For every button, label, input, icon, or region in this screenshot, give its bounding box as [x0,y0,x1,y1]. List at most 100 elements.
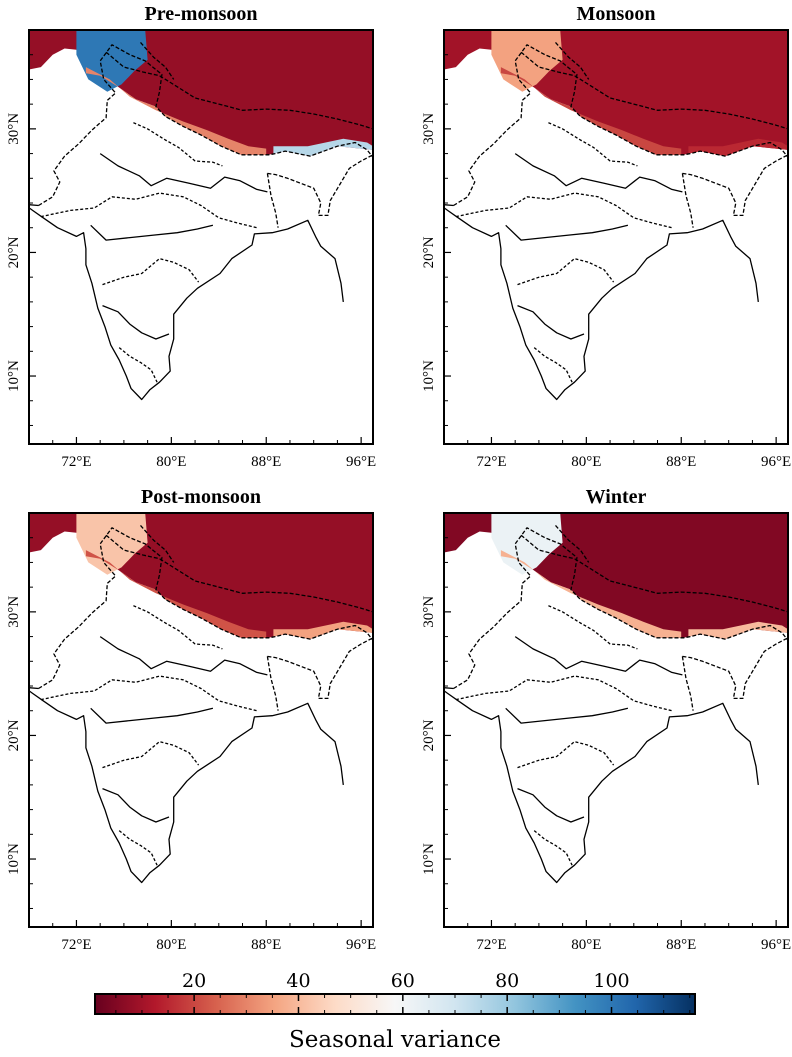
y-tick-label: 10°N [6,360,22,392]
x-tick-label: 72°E [476,454,506,470]
map-boundary-line [133,122,223,167]
x-tick-label: 80°E [571,454,601,470]
map-boundary-line [682,154,788,217]
heat-region-eastern-himalaya [688,621,788,640]
map-boundary-line [517,304,585,340]
panel-title: Post-monsoon [141,486,261,508]
plot-frame [28,29,374,445]
map-boundary-line [514,153,683,193]
map-boundary-line [267,154,373,217]
x-tick-label: 96°E [346,937,376,953]
map-boundary-line [29,204,344,401]
heatmap-layer [444,30,788,157]
x-tick-label: 80°E [571,937,601,953]
map-boundary-line [140,41,175,80]
map-outline [29,524,373,884]
map-boundary-line [548,122,638,167]
map-boundary-line [102,304,170,340]
map-boundary-line [99,636,268,676]
y-tick-label: 20°N [421,719,437,751]
map-boundary-line [102,740,200,769]
panel-post-monsoon: Post-monsoon 72°E 80°E 88°E 96°E 10°N 20°N 30°… [6,486,376,953]
plot-frame [443,512,789,928]
y-tick-label: 30°N [6,113,22,145]
heat-region-karakoram-kashmir [491,30,563,92]
panel-monsoon: Monsoon 72°E 80°E 88°E 96°E 10°N 20°N 30°N [421,3,791,470]
map-boundary-line [105,534,373,613]
map-boundary-line [133,605,223,650]
axes: 72°E 80°E 88°E 96°E 10°N 20°N 30°N [6,512,376,953]
map-boundary-line [38,44,373,207]
x-tick-label: 96°E [761,937,791,953]
plot-frame [443,29,789,445]
y-tick-label: 20°N [6,236,22,268]
x-tick-label: 88°E [251,937,281,953]
heat-region-eastern-himalaya [273,621,373,640]
map-boundary-line [90,707,214,724]
map-boundary-line [533,830,573,866]
map-boundary-line [444,687,759,884]
map-boundary-line [140,524,175,563]
y-tick-label: 20°N [421,236,437,268]
axes: 72°E 80°E 88°E 96°E 10°N 20°N 30°N [421,29,791,470]
map-boundary-line [102,257,200,286]
x-tick-label: 72°E [61,937,91,953]
map-boundary-line [517,257,615,286]
x-tick-label: 80°E [156,937,186,953]
panel-winter: Winter 72°E 80°E 88°E 96°E 10°N 20°N 30°N [421,486,791,953]
heatmap-layer [29,513,373,640]
heat-region-eastern-himalaya [688,138,788,157]
map-outline [444,524,788,884]
map-boundary-line [505,707,629,724]
y-tick-label: 10°N [421,843,437,875]
heat-region-karakoram-kashmir [491,513,563,575]
x-tick-label: 88°E [251,454,281,470]
map-boundary-line [514,636,683,676]
x-tick-label: 88°E [666,937,696,953]
map-boundary-line [517,787,585,823]
heat-region-karakoram-kashmir [76,513,148,575]
map-boundary-line [533,347,573,383]
map-boundary-line [266,173,279,228]
map-boundary-line [555,41,590,80]
map-outline [29,41,373,401]
map-boundary-line [40,675,257,712]
map-boundary-line [99,153,268,193]
plot-frame [28,512,374,928]
map-boundary-line [267,637,373,700]
y-tick-label: 30°N [421,113,437,145]
y-tick-label: 30°N [6,596,22,628]
map-boundary-line [118,347,158,383]
map-boundary-line [453,44,788,207]
colorbar-gradient [94,993,696,1015]
colorbar-tick-label: 100 [593,970,629,992]
map-boundary-line [105,51,373,130]
y-tick-label: 30°N [421,596,437,628]
colorbar-tick-label: 40 [286,970,310,992]
map-boundary-line [520,534,788,613]
map-boundary-line [505,224,629,241]
heatmap-layer [29,30,373,157]
map-boundary-line [555,524,590,563]
x-tick-label: 88°E [666,454,696,470]
map-boundary-line [102,787,170,823]
heat-region-eastern-himalaya [273,138,373,157]
map-outline [444,41,788,401]
map-boundary-line [548,605,638,650]
panel-title: Winter [586,486,647,508]
panel-title: Monsoon [577,3,656,25]
map-boundary-line [455,192,672,229]
map-boundary-line [453,527,788,690]
x-tick-label: 72°E [61,454,91,470]
map-boundary-line [29,687,344,884]
map-boundary-line [90,224,214,241]
panel-title: Pre-monsoon [145,3,258,25]
heat-region-karakoram-kashmir [76,30,148,92]
map-boundary-line [681,656,694,711]
panel-pre-monsoon: Pre-monsoon 72°E 80°E 88°E 96°E 10°N 20°N 30°N [6,3,376,470]
map-boundary-line [118,830,158,866]
x-tick-label: 96°E [761,454,791,470]
y-tick-label: 10°N [421,360,437,392]
map-boundary-line [520,51,788,130]
